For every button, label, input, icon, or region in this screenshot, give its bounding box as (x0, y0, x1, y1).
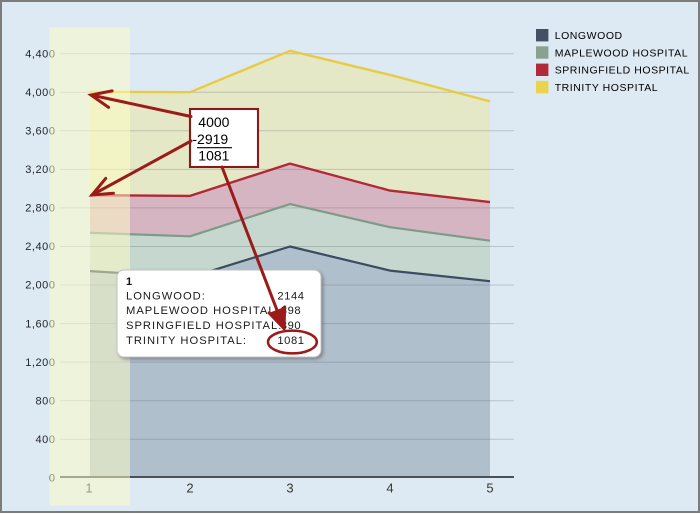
svg-text:MAPLEWOOD HOSPITAL: MAPLEWOOD HOSPITAL (555, 47, 688, 59)
svg-text:1081: 1081 (277, 335, 304, 347)
svg-text:4,400: 4,400 (25, 48, 55, 60)
svg-text:TRINITY HOSPITAL: TRINITY HOSPITAL (555, 82, 659, 94)
svg-text:2,800: 2,800 (25, 203, 55, 215)
svg-text:-2919: -2919 (192, 131, 228, 147)
svg-text:4,000: 4,000 (25, 87, 55, 99)
svg-text:1081: 1081 (198, 148, 229, 164)
svg-text:3,200: 3,200 (25, 164, 55, 176)
svg-text:LONGWOOD:: LONGWOOD: (126, 291, 206, 303)
svg-text:2144: 2144 (277, 291, 304, 303)
svg-text:MAPLEWOOD HOSPITAL:: MAPLEWOOD HOSPITAL: (126, 305, 280, 317)
svg-text:390: 390 (281, 320, 301, 332)
svg-text:2,400: 2,400 (25, 241, 55, 253)
svg-text:5: 5 (486, 480, 493, 495)
svg-text:TRINITY HOSPITAL:: TRINITY HOSPITAL: (126, 335, 247, 347)
svg-text:4000: 4000 (198, 114, 229, 130)
svg-text:LONGWOOD: LONGWOOD (555, 30, 623, 42)
svg-text:1,200: 1,200 (25, 357, 55, 369)
svg-text:2,000: 2,000 (25, 280, 55, 292)
svg-text:3,600: 3,600 (25, 126, 55, 138)
svg-text:1: 1 (126, 276, 132, 288)
svg-text:SPRINGFIELD HOSPITAL:: SPRINGFIELD HOSPITAL: (126, 320, 282, 332)
svg-text:2: 2 (186, 480, 193, 495)
svg-text:SPRINGFIELD HOSPITAL: SPRINGFIELD HOSPITAL (555, 65, 690, 77)
svg-text:4: 4 (386, 480, 393, 495)
svg-text:1,600: 1,600 (25, 318, 55, 330)
svg-text:3: 3 (286, 480, 293, 495)
